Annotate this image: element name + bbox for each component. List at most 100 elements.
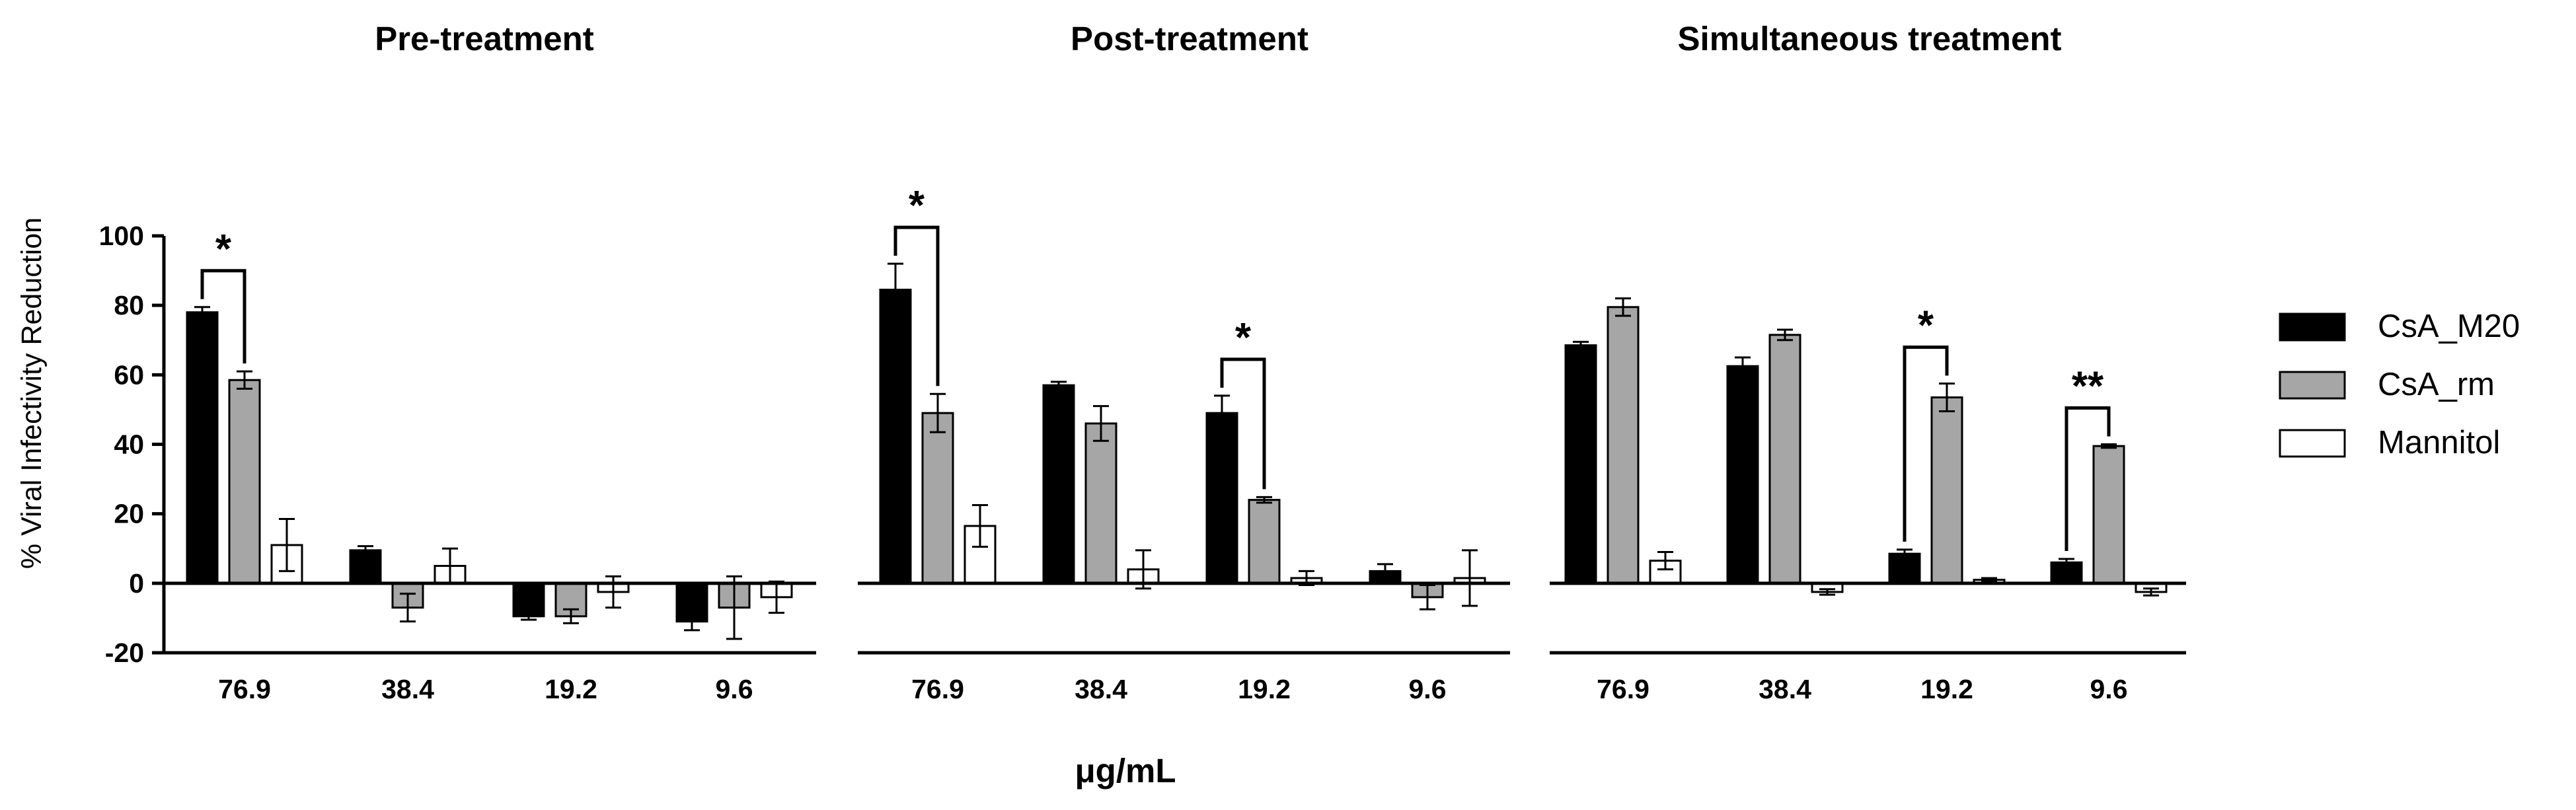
significance-label: * <box>909 183 925 229</box>
bar-csa-m20-38-4 <box>1042 384 1075 585</box>
x-axis-label: μg/mL <box>1075 752 1176 790</box>
legend-swatch <box>2279 429 2346 458</box>
bar-csa-rm-19-2 <box>1930 396 1963 585</box>
x-tick-label: 9.6 <box>1409 674 1447 704</box>
bar-csa-m20-38-4 <box>349 549 382 585</box>
error-bar-csa-rm-76-9 <box>237 370 252 390</box>
x-tick-label: 38.4 <box>381 674 434 704</box>
error-bar-csa-rm-76-9 <box>930 392 946 433</box>
significance-marker-19-2: * <box>1903 303 1949 542</box>
bar-csa-rm-9-6 <box>2092 445 2125 585</box>
x-tick-label: 19.2 <box>1920 674 1973 704</box>
error-bar-mannitol-76-9 <box>1657 551 1673 571</box>
error-bar-csa-rm-38-4 <box>1777 328 1793 342</box>
error-bar-csa-rm-9-6 <box>726 575 742 640</box>
chart-legend: CsA_M20 CsA_rm Mannitol <box>2279 309 2520 460</box>
error-bar-csa-rm-38-4 <box>1093 405 1109 442</box>
error-bar-csa-rm-19-2 <box>1939 382 1955 413</box>
error-bar-csa-rm-19-2 <box>1256 496 1272 504</box>
significance-bracket <box>893 225 940 387</box>
x-tick-label: 76.9 <box>218 674 271 704</box>
bar-csa-m20-38-4 <box>1726 365 1759 585</box>
error-bar-csa-m20-38-4 <box>1051 381 1067 390</box>
y-tick-label: 60 <box>114 359 144 390</box>
error-bar-csa-m20-19-2 <box>1897 548 1913 559</box>
y-tick-label: -20 <box>105 638 144 668</box>
significance-label: ** <box>2072 364 2104 410</box>
significance-bracket <box>1903 345 1949 542</box>
panel-title: Pre-treatment <box>375 20 594 57</box>
bar-csa-rm-76-9 <box>921 412 954 585</box>
significance-marker-76-9: * <box>893 183 940 387</box>
y-axis-label: % Viral Infectivity Reduction <box>16 217 48 569</box>
significance-bracket <box>1220 357 1266 490</box>
legend-item-csa-m20: CsA_M20 <box>2279 309 2520 344</box>
error-bar-csa-m20-76-9 <box>194 306 210 319</box>
significance-label: * <box>1235 315 1252 361</box>
bar-csa-m20-19-2 <box>512 582 545 618</box>
legend-swatch <box>2279 371 2346 400</box>
error-bar-mannitol-38-4 <box>1819 588 1835 596</box>
significance-bracket <box>200 269 246 364</box>
significance-marker-76-9: * <box>200 227 246 364</box>
error-bar-mannitol-76-9 <box>279 518 295 572</box>
legend-label: Mannitol <box>2378 425 2500 460</box>
x-tick-label: 19.2 <box>1238 674 1291 704</box>
y-tick-label: 80 <box>114 290 144 320</box>
error-bar-mannitol-76-9 <box>972 504 988 548</box>
error-bar-csa-m20-9-6 <box>1377 563 1393 579</box>
bar-csa-rm-19-2 <box>1248 499 1281 585</box>
error-bar-csa-m20-9-6 <box>684 612 700 632</box>
bar-csa-m20-76-9 <box>1564 344 1597 585</box>
error-bar-mannitol-9-6 <box>2143 587 2159 597</box>
error-bar-mannitol-19-2 <box>605 575 621 609</box>
error-bar-csa-rm-38-4 <box>400 593 416 623</box>
x-tick-label: 38.4 <box>1075 674 1127 704</box>
bar-csa-m20-76-9 <box>186 311 219 585</box>
error-bar-csa-m20-19-2 <box>521 612 537 621</box>
error-bar-mannitol-9-6 <box>1462 549 1478 607</box>
x-tick-label: 38.4 <box>1759 674 1811 704</box>
error-bar-mannitol-19-2 <box>1981 577 1997 583</box>
x-tick-label: 76.9 <box>1597 674 1649 704</box>
panel-pre-treatment: Pre-treatment 76.9 38.4 19.2 9.6 * <box>164 20 816 704</box>
legend-item-mannitol: Mannitol <box>2279 425 2500 460</box>
x-tick-label: 19.2 <box>545 674 597 704</box>
error-bar-csa-m20-38-4 <box>358 545 373 556</box>
y-tick-label: 40 <box>114 429 144 460</box>
error-bar-csa-rm-19-2 <box>563 608 579 624</box>
error-bar-csa-m20-19-2 <box>1214 394 1230 431</box>
significance-marker-19-2: * <box>1220 315 1266 490</box>
significance-bracket <box>2065 406 2111 552</box>
significance-marker-9-6: ** <box>2065 364 2111 552</box>
error-bar-csa-rm-76-9 <box>1615 297 1631 317</box>
y-tick-label: 20 <box>114 499 144 529</box>
bar-csa-rm-38-4 <box>1084 422 1118 585</box>
panel-title: Post-treatment <box>1071 20 1308 57</box>
error-bar-csa-m20-9-6 <box>2059 558 2074 568</box>
panel-title: Simultaneous treatment <box>1678 20 2062 57</box>
significance-label: * <box>215 227 232 272</box>
error-bar-csa-m20-76-9 <box>888 262 903 317</box>
error-bar-csa-m20-38-4 <box>1735 356 1751 376</box>
x-tick-label: 76.9 <box>911 674 964 704</box>
legend-item-csa-rm: CsA_rm <box>2279 367 2495 402</box>
y-tick-label: 100 <box>99 221 144 251</box>
x-tick-label: 9.6 <box>716 674 753 704</box>
bar-csa-rm-76-9 <box>1607 306 1640 585</box>
bar-csa-m20-76-9 <box>879 289 912 585</box>
x-tick-label: 9.6 <box>2090 674 2128 704</box>
bar-csa-rm-76-9 <box>228 379 261 585</box>
y-axis: 100 80 60 40 20 0 -20 <box>99 221 166 668</box>
error-bar-mannitol-9-6 <box>769 580 784 614</box>
legend-label: CsA_rm <box>2378 367 2495 402</box>
y-tick-label: 0 <box>129 568 144 599</box>
bar-csa-m20-19-2 <box>1205 412 1238 585</box>
panel-post-treatment: Post-treatment 76.9 38.4 19.2 9.6 * * <box>858 20 1510 704</box>
error-bar-csa-rm-9-6 <box>1420 583 1435 610</box>
error-bar-csa-m20-76-9 <box>1573 340 1589 350</box>
error-bar-csa-rm-9-6 <box>2101 443 2117 449</box>
